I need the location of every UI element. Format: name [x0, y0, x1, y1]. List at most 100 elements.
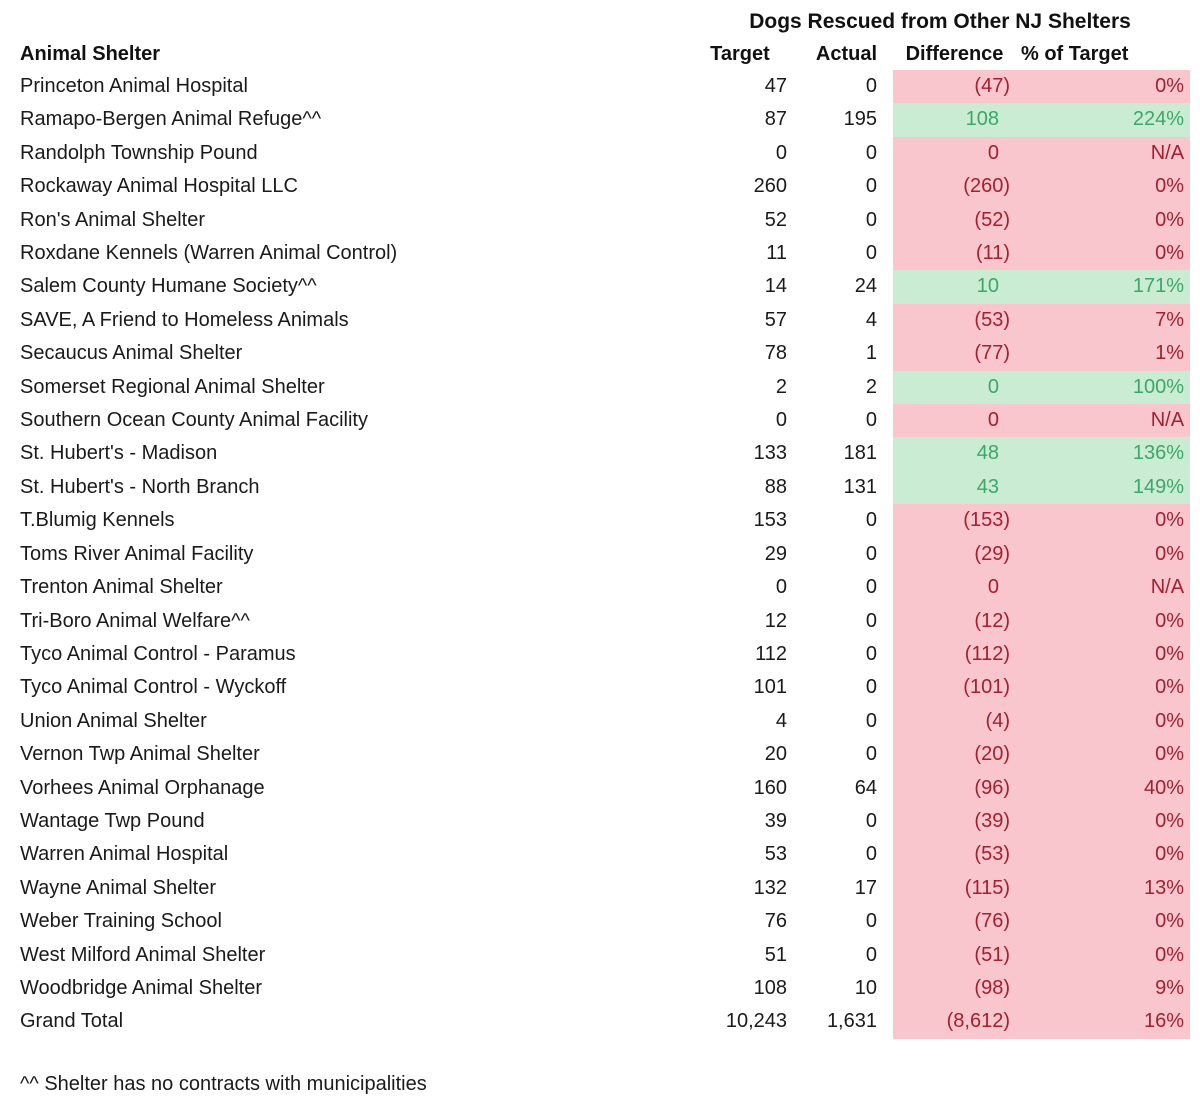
target-value-cell: 87: [764, 108, 787, 131]
target-value-cell: 2: [775, 375, 787, 398]
table-row: Ron's Animal Shelter 52 0 (52) 0%: [0, 203, 1191, 238]
target-value-cell: 78: [764, 342, 787, 365]
difference-value-cell: 43: [893, 470, 1016, 505]
column-header-actual: Actual: [815, 43, 877, 65]
target-value-cell: 51: [764, 943, 787, 966]
table-row: Wayne Animal Shelter 132 17 (115) 13%: [0, 871, 1191, 906]
shelter-name-cell: Somerset Regional Animal Shelter: [20, 375, 325, 398]
actual-value-cell: 0: [865, 709, 877, 732]
row-spacer-cell: [882, 538, 893, 571]
table-row: West Milford Animal Shelter 51 0 (51) 0%: [0, 938, 1191, 972]
actual-value-cell: 0: [865, 242, 877, 265]
target-value-cell: 29: [764, 542, 787, 565]
row-spacer-cell: [882, 337, 893, 370]
shelter-name-cell: Princeton Animal Hospital: [20, 75, 248, 97]
actual-value-cell: 181: [843, 442, 877, 465]
pct-of-target-value-cell: 0%: [1016, 170, 1191, 204]
actual-value-cell: 0: [865, 642, 877, 665]
target-value-cell: 0: [775, 409, 787, 432]
table-row: Warren Animal Hospital 53 0 (53) 0%: [0, 838, 1191, 872]
shelter-name-cell: Southern Ocean County Animal Facility: [20, 409, 368, 432]
target-value-cell: 10,243: [725, 1010, 787, 1033]
pct-of-target-value-cell: 1%: [1016, 337, 1191, 371]
target-value-cell: 108: [753, 976, 787, 999]
difference-value-cell: (153): [893, 504, 1016, 538]
row-spacer-cell: [882, 972, 893, 1005]
difference-value-cell: (96): [893, 771, 1016, 805]
target-value-cell: 101: [753, 676, 787, 699]
table-row: Tyco Animal Control - Wyckoff 101 0 (101) 0%: [0, 671, 1191, 705]
actual-value-cell: 0: [865, 141, 877, 164]
difference-value-cell: (98): [893, 971, 1016, 1006]
target-value-cell: 20: [764, 743, 787, 766]
shelter-name-cell: Tyco Animal Control - Wyckoff: [20, 676, 287, 699]
row-spacer-cell: [882, 137, 893, 170]
table-row: Ramapo-Bergen Animal Refuge^^ 87 195 108 224…: [0, 103, 1191, 137]
pct-of-target-value-cell: 0%: [1016, 905, 1191, 939]
target-value-cell: 132: [753, 876, 787, 899]
table-title: Dogs Rescued from Other NJ Shelters: [749, 10, 1131, 33]
title-row-blank-cell: [0, 5, 690, 39]
shelter-name-cell: West Milford Animal Shelter: [20, 943, 266, 966]
shelter-name-cell: Vorhees Animal Orphanage: [20, 776, 265, 799]
difference-value-cell: (51): [893, 938, 1016, 972]
row-spacer-cell: [882, 371, 893, 404]
actual-value-cell: 0: [865, 809, 877, 832]
pct-of-target-value-cell: 13%: [1016, 871, 1191, 906]
table-row: Vernon Twp Animal Shelter 20 0 (20) 0%: [0, 738, 1191, 772]
difference-value-cell: (29): [893, 537, 1016, 572]
shelter-name-cell: Wayne Animal Shelter: [20, 876, 217, 899]
row-spacer-cell: [882, 805, 893, 838]
actual-value-cell: 195: [843, 108, 877, 131]
shelter-name-cell: Tyco Animal Control - Paramus: [20, 642, 296, 665]
difference-value-cell: 0: [893, 370, 1016, 405]
target-value-cell: 76: [764, 910, 787, 933]
pct-of-target-value-cell: N/A: [1016, 136, 1191, 171]
actual-value-cell: 1: [865, 342, 877, 365]
row-spacer-cell: [882, 471, 893, 504]
pct-of-target-value-cell: 100%: [1016, 370, 1191, 405]
target-value-cell: 153: [753, 509, 787, 532]
table-row: Toms River Animal Facility 29 0 (29) 0%: [0, 537, 1191, 572]
difference-value-cell: (52): [893, 203, 1016, 238]
actual-value-cell: 17: [854, 876, 877, 899]
difference-value-cell: (115): [893, 871, 1016, 906]
table-row: St. Hubert's - Madison 133 181 48 136%: [0, 437, 1191, 471]
difference-value-cell: (112): [893, 637, 1016, 672]
pct-of-target-value-cell: 171%: [1016, 270, 1191, 304]
shelter-name-cell: Trenton Animal Shelter: [20, 576, 223, 599]
column-header-animal-shelter: Animal Shelter: [20, 43, 161, 65]
table-row: Tyco Animal Control - Paramus 112 0 (112) 0%: [0, 637, 1191, 672]
shelter-name-cell: Randolph Township Pound: [20, 141, 258, 164]
row-spacer-cell: [882, 404, 893, 437]
table-row: Roxdane Kennels (Warren Animal Control) 1…: [0, 237, 1191, 271]
row-spacer-cell: [882, 638, 893, 671]
row-spacer-cell: [882, 1005, 893, 1038]
table-row: Southern Ocean County Animal Facility 0 0 0…: [0, 404, 1191, 438]
row-spacer-cell: [882, 170, 893, 203]
pct-of-target-value-cell: 0%: [1016, 938, 1191, 972]
pct-of-target-value-cell: 0%: [1016, 671, 1191, 705]
table-row: Salem County Humane Society^^ 14 24 10 171%: [0, 270, 1191, 304]
target-value-cell: 88: [764, 475, 787, 498]
target-value-cell: 160: [753, 776, 787, 799]
difference-value-cell: (12): [893, 604, 1016, 638]
shelter-name-cell: Woodbridge Animal Shelter: [20, 976, 262, 999]
shelter-report-sheet: Dogs Rescued from Other NJ Shelters Anim…: [0, 5, 1200, 1097]
pct-of-target-value-cell: 149%: [1016, 470, 1191, 505]
actual-value-cell: 0: [865, 843, 877, 866]
table-row: Tri-Boro Animal Welfare^^ 12 0 (12) 0%: [0, 604, 1191, 638]
shelter-name-cell: St. Hubert's - North Branch: [20, 475, 260, 498]
row-spacer-cell: [882, 504, 893, 537]
row-spacer-cell: [882, 872, 893, 905]
table-row: Trenton Animal Shelter 0 0 0 N/A: [0, 571, 1191, 605]
shelter-name-cell: Weber Training School: [20, 910, 222, 933]
difference-value-cell: 0: [893, 404, 1016, 438]
pct-of-target-value-cell: 0%: [1016, 704, 1191, 739]
actual-value-cell: 0: [865, 542, 877, 565]
actual-value-cell: 4: [865, 308, 877, 331]
table-row: Union Animal Shelter 4 0 (4) 0%: [0, 704, 1191, 739]
shelter-name-cell: Secaucus Animal Shelter: [20, 342, 243, 365]
difference-value-cell: (4): [893, 704, 1016, 739]
row-spacer-cell: [882, 437, 893, 470]
